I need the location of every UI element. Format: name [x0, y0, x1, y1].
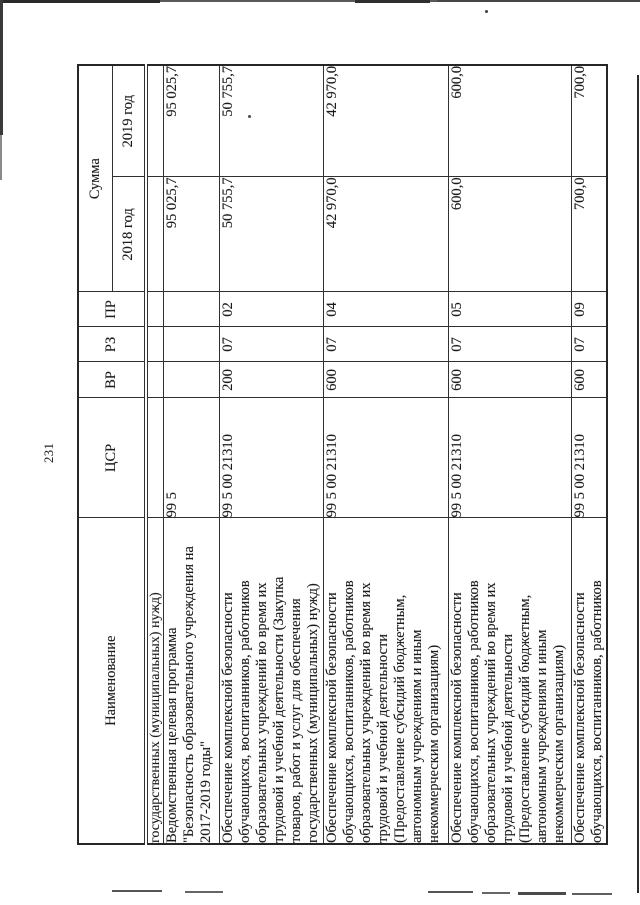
- cell-name: Обеспечение комплексной безопасности обу…: [448, 518, 572, 844]
- table-row: Обеспечение комплексной безопасности обу…: [219, 65, 324, 844]
- page-number: 231: [42, 442, 56, 463]
- cell-sum-2019: 600,0: [448, 65, 572, 177]
- table-row: Обеспечение комплексной безопасности обу…: [571, 65, 607, 844]
- header-row-1: Наименование ЦСР ВР РЗ ПР Сумма: [78, 65, 146, 844]
- cell-csr: 99 5 00 21310: [571, 398, 607, 518]
- cell-csr: 99 5: [163, 398, 220, 518]
- cell-name: Обеспечение комплексной безопасности обу…: [219, 518, 324, 844]
- table-row: Ведомственная целевая программа "Безопас…: [163, 65, 220, 844]
- cell-pr: 04: [323, 292, 449, 327]
- cell-vr: 600: [571, 362, 607, 398]
- cell-csr: 99 5 00 21310: [448, 398, 572, 518]
- scan-artifact-bottom-dash: [572, 893, 612, 895]
- scan-artifact-bottom-dash: [112, 890, 162, 892]
- cell-name: Обеспечение комплексной безопасности обу…: [323, 518, 449, 844]
- cell-sum-2019: 700,0: [571, 65, 607, 177]
- cell-name: государственных (муниципальных) нужд): [146, 518, 164, 844]
- cell-csr: [146, 398, 164, 518]
- scan-artifact-top-line: [0, 0, 640, 2]
- budget-table: Наименование ЦСР ВР РЗ ПР Сумма 2018 год…: [77, 64, 608, 845]
- cell-vr: [146, 362, 164, 398]
- scan-artifact-top-segment: [355, 0, 430, 3]
- scan-artifact-top-segment: [0, 0, 160, 3]
- cell-pr: 09: [571, 292, 607, 327]
- cell-pr: 05: [448, 292, 572, 327]
- rotated-table-container: Наименование ЦСР ВР РЗ ПР Сумма 2018 год…: [77, 64, 608, 845]
- cell-sum-2018: 95 025,7: [163, 177, 220, 292]
- cell-sum-2019: 50 755,7: [219, 65, 324, 177]
- scan-artifact-top-segment: [437, 0, 640, 2]
- scan-artifact-right-edge: [636, 75, 639, 893]
- scan-artifact-dot: [485, 10, 488, 13]
- cell-sum-2019: 95 025,7: [163, 65, 220, 177]
- cell-pr: [163, 292, 220, 327]
- cell-rz: [146, 327, 164, 362]
- budget-table-rotated: Наименование ЦСР ВР РЗ ПР Сумма 2018 год…: [77, 64, 608, 845]
- scan-artifact-bottom-dash: [185, 891, 223, 893]
- col-header-pr: ПР: [78, 292, 146, 327]
- col-header-2019: 2019 год: [112, 65, 146, 177]
- cell-pr: [146, 292, 164, 327]
- cell-rz: 07: [219, 327, 324, 362]
- table-row: государственных (муниципальных) нужд): [146, 65, 164, 844]
- cell-sum-2018: 700,0: [571, 177, 607, 292]
- cell-rz: 07: [323, 327, 449, 362]
- cell-rz: [163, 327, 220, 362]
- cell-vr: 200: [219, 362, 324, 398]
- cell-sum-2018: 42 970,0: [323, 177, 449, 292]
- cell-sum-2018: [146, 177, 164, 292]
- cell-name: Ведомственная целевая программа "Безопас…: [163, 518, 220, 844]
- col-header-rz: РЗ: [78, 327, 146, 362]
- col-header-vr: ВР: [78, 362, 146, 398]
- cell-vr: 600: [448, 362, 572, 398]
- cell-sum-2018: 50 755,7: [219, 177, 324, 292]
- col-header-csr: ЦСР: [78, 398, 146, 518]
- cell-csr: 99 5 00 21310: [323, 398, 449, 518]
- scan-artifact-bottom-dash: [482, 892, 510, 894]
- cell-pr: 02: [219, 292, 324, 327]
- cell-sum-2018: 600,0: [448, 177, 572, 292]
- cell-sum-2019: [146, 65, 164, 177]
- table-row: Обеспечение комплексной безопасности обу…: [448, 65, 572, 844]
- scan-artifact-left-edge: [0, 0, 3, 135]
- cell-rz: 07: [448, 327, 572, 362]
- scan-artifact-bottom-dash: [518, 892, 566, 895]
- cell-rz: 07: [571, 327, 607, 362]
- scan-artifact-dot: [248, 115, 251, 118]
- col-header-name: Наименование: [78, 518, 146, 844]
- scan-artifact-left-edge: [0, 135, 2, 180]
- cell-vr: [163, 362, 220, 398]
- col-header-2018: 2018 год: [112, 177, 146, 292]
- cell-sum-2019: 42 970,0: [323, 65, 449, 177]
- table-row: Обеспечение комплексной безопасности обу…: [323, 65, 449, 844]
- scan-artifact-bottom-dash: [428, 891, 473, 893]
- cell-name: Обеспечение комплексной безопасности обу…: [571, 518, 607, 844]
- cell-csr: 99 5 00 21310: [219, 398, 324, 518]
- col-header-sum: Сумма: [78, 65, 112, 292]
- cell-vr: 600: [323, 362, 449, 398]
